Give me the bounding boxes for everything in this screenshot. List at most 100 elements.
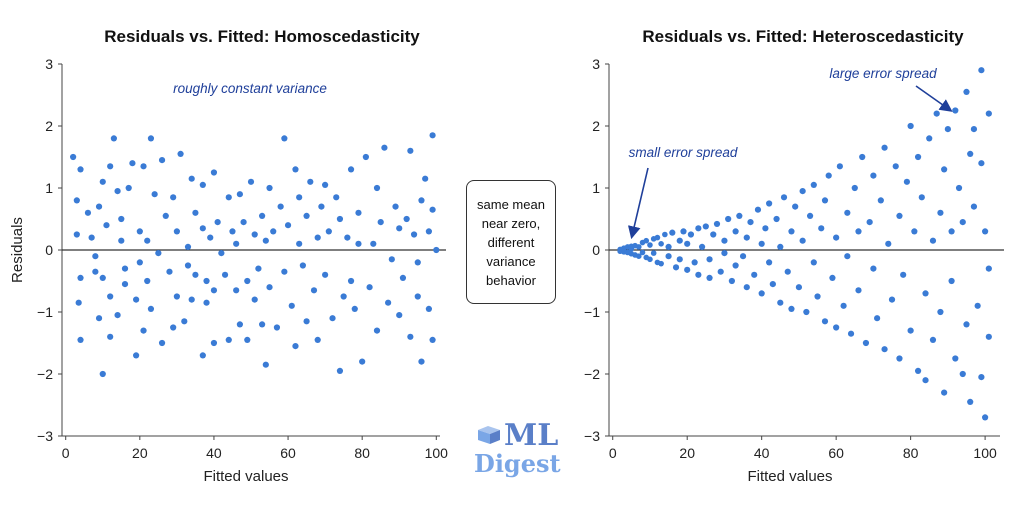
scatter-point [407, 333, 414, 340]
scatter-point [881, 144, 888, 151]
scatter-point [762, 225, 769, 232]
scatter-point [410, 231, 418, 238]
scatter-point [926, 135, 933, 142]
scatter-point [799, 237, 806, 244]
scatter-point [959, 370, 966, 378]
scatter-point [777, 299, 784, 306]
y-tick-label: 1 [592, 180, 600, 196]
scatter-point [133, 296, 140, 303]
scatter-point [739, 253, 747, 260]
y-tick-label: −1 [37, 304, 53, 320]
scatter-point [314, 234, 321, 241]
scatter-point [266, 184, 273, 192]
scatter-point [788, 305, 795, 312]
scatter-point [188, 296, 195, 303]
left-x-ticks: 0 20 40 60 80 100 [62, 436, 448, 461]
scatter-point [706, 274, 713, 281]
scatter-point [99, 370, 106, 378]
scatter-point [773, 215, 780, 223]
scatter-point [170, 194, 177, 201]
scatter-point [188, 175, 195, 182]
scatter-point [422, 175, 429, 182]
scatter-point [77, 274, 84, 281]
scatter-point [377, 219, 384, 226]
scatter-point [862, 339, 870, 347]
scatter-point [292, 166, 299, 173]
scatter-point [114, 188, 121, 195]
scatter-point [985, 333, 992, 340]
scatter-point [240, 219, 247, 226]
scatter-point [911, 228, 918, 235]
x-tick-label: 60 [280, 445, 296, 461]
scatter-point [866, 219, 873, 226]
y-tick-label: −2 [37, 366, 53, 382]
scatter-point [229, 228, 236, 235]
x-tick-label: 100 [973, 445, 997, 461]
scatter-point [173, 228, 180, 235]
scatter-point [314, 336, 321, 343]
scatter-point [218, 250, 225, 257]
scatter-point [325, 228, 332, 235]
scatter-point [107, 293, 114, 300]
scatter-point [743, 284, 750, 291]
scatter-point [336, 367, 344, 374]
scatter-point [892, 163, 899, 170]
scatter-point [937, 209, 944, 216]
scatter-point [373, 327, 381, 334]
scatter-point [918, 194, 925, 201]
scatter-point [144, 277, 151, 285]
scatter-point [948, 277, 955, 285]
scatter-point [359, 358, 366, 365]
scatter-point [158, 157, 166, 164]
scatter-point [99, 178, 106, 185]
scatter-point [885, 240, 892, 247]
scatter-point [702, 223, 709, 230]
scatter-point [929, 237, 937, 244]
scatter-point [192, 271, 199, 278]
scatter-point [70, 153, 77, 161]
scatter-point [318, 203, 325, 210]
scatter-point [736, 212, 743, 219]
scatter-point [933, 110, 940, 117]
scatter-point [399, 274, 407, 281]
scatter-point [732, 262, 739, 269]
scatter-point [821, 197, 829, 204]
scatter-point [92, 268, 99, 275]
scatter-point [695, 225, 702, 232]
scatter-point [628, 245, 635, 252]
scatter-point [784, 268, 791, 275]
scatter-point [155, 250, 162, 257]
scatter-point [207, 234, 214, 241]
scatter-point [166, 268, 173, 275]
scatter-point [403, 215, 410, 223]
scatter-point [307, 178, 314, 185]
scatter-point [698, 243, 706, 250]
scatter-point [855, 228, 862, 235]
scatter-point [259, 212, 266, 219]
scatter-point [914, 367, 922, 374]
scatter-point [814, 293, 821, 300]
scatter-point [643, 237, 650, 244]
scatter-point [288, 302, 295, 309]
scatter-point [847, 330, 855, 337]
scatter-point [803, 308, 810, 316]
y-tick-label: 1 [45, 180, 53, 196]
scatter-point [647, 256, 653, 263]
x-tick-label: 60 [828, 445, 844, 461]
right-panel: Residuals vs. Fitted: Heteroscedasticity… [584, 27, 1004, 485]
scatter-point [907, 122, 914, 130]
scatter-point [140, 327, 147, 334]
scatter-point [388, 256, 395, 263]
scatter-point [433, 246, 440, 254]
scatter-point [728, 277, 735, 285]
scatter-point [855, 287, 862, 294]
scatter-point [859, 153, 866, 161]
y-tick-label: 3 [592, 56, 600, 72]
scatter-point [73, 231, 80, 238]
scatter-point [900, 271, 907, 278]
right-points [617, 67, 992, 421]
left-y-axis-label: Residuals [9, 217, 26, 283]
scatter-point [355, 209, 362, 216]
left-chart-title: Residuals vs. Fitted: Homoscedasticity [104, 27, 420, 46]
scatter-point [429, 206, 436, 213]
